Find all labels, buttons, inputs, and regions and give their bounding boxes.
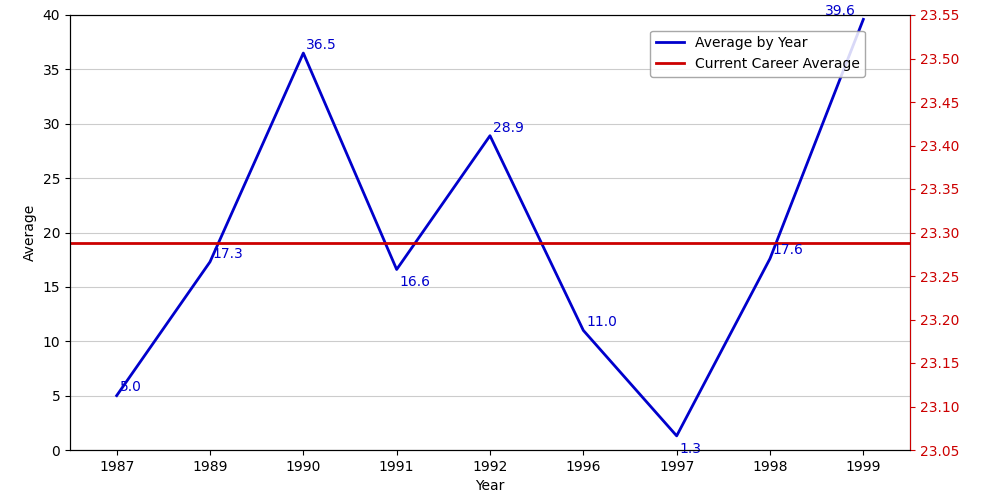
Average by Year bbox=[577, 328, 589, 334]
Text: 28.9: 28.9 bbox=[493, 120, 524, 134]
Text: 36.5: 36.5 bbox=[306, 38, 337, 52]
Average by Year bbox=[111, 392, 123, 398]
Current Career Average bbox=[204, 240, 216, 246]
Text: 17.3: 17.3 bbox=[213, 246, 244, 260]
X-axis label: Year: Year bbox=[475, 480, 505, 494]
Legend: Average by Year, Current Career Average: Average by Year, Current Career Average bbox=[650, 30, 865, 76]
Y-axis label: Average: Average bbox=[23, 204, 37, 261]
Average by Year bbox=[391, 266, 403, 272]
Average by Year bbox=[204, 259, 216, 265]
Average by Year bbox=[671, 433, 683, 439]
Text: 5.0: 5.0 bbox=[119, 380, 141, 394]
Line: Average by Year: Average by Year bbox=[117, 20, 863, 436]
Average by Year bbox=[297, 50, 309, 56]
Text: 16.6: 16.6 bbox=[399, 275, 430, 289]
Text: 1.3: 1.3 bbox=[679, 442, 701, 456]
Average by Year bbox=[484, 132, 496, 138]
Average by Year bbox=[764, 256, 776, 262]
Text: 17.6: 17.6 bbox=[773, 244, 804, 258]
Current Career Average bbox=[111, 240, 123, 246]
Text: 11.0: 11.0 bbox=[586, 315, 617, 329]
Text: 39.6: 39.6 bbox=[824, 4, 855, 18]
Average by Year bbox=[857, 16, 869, 22]
